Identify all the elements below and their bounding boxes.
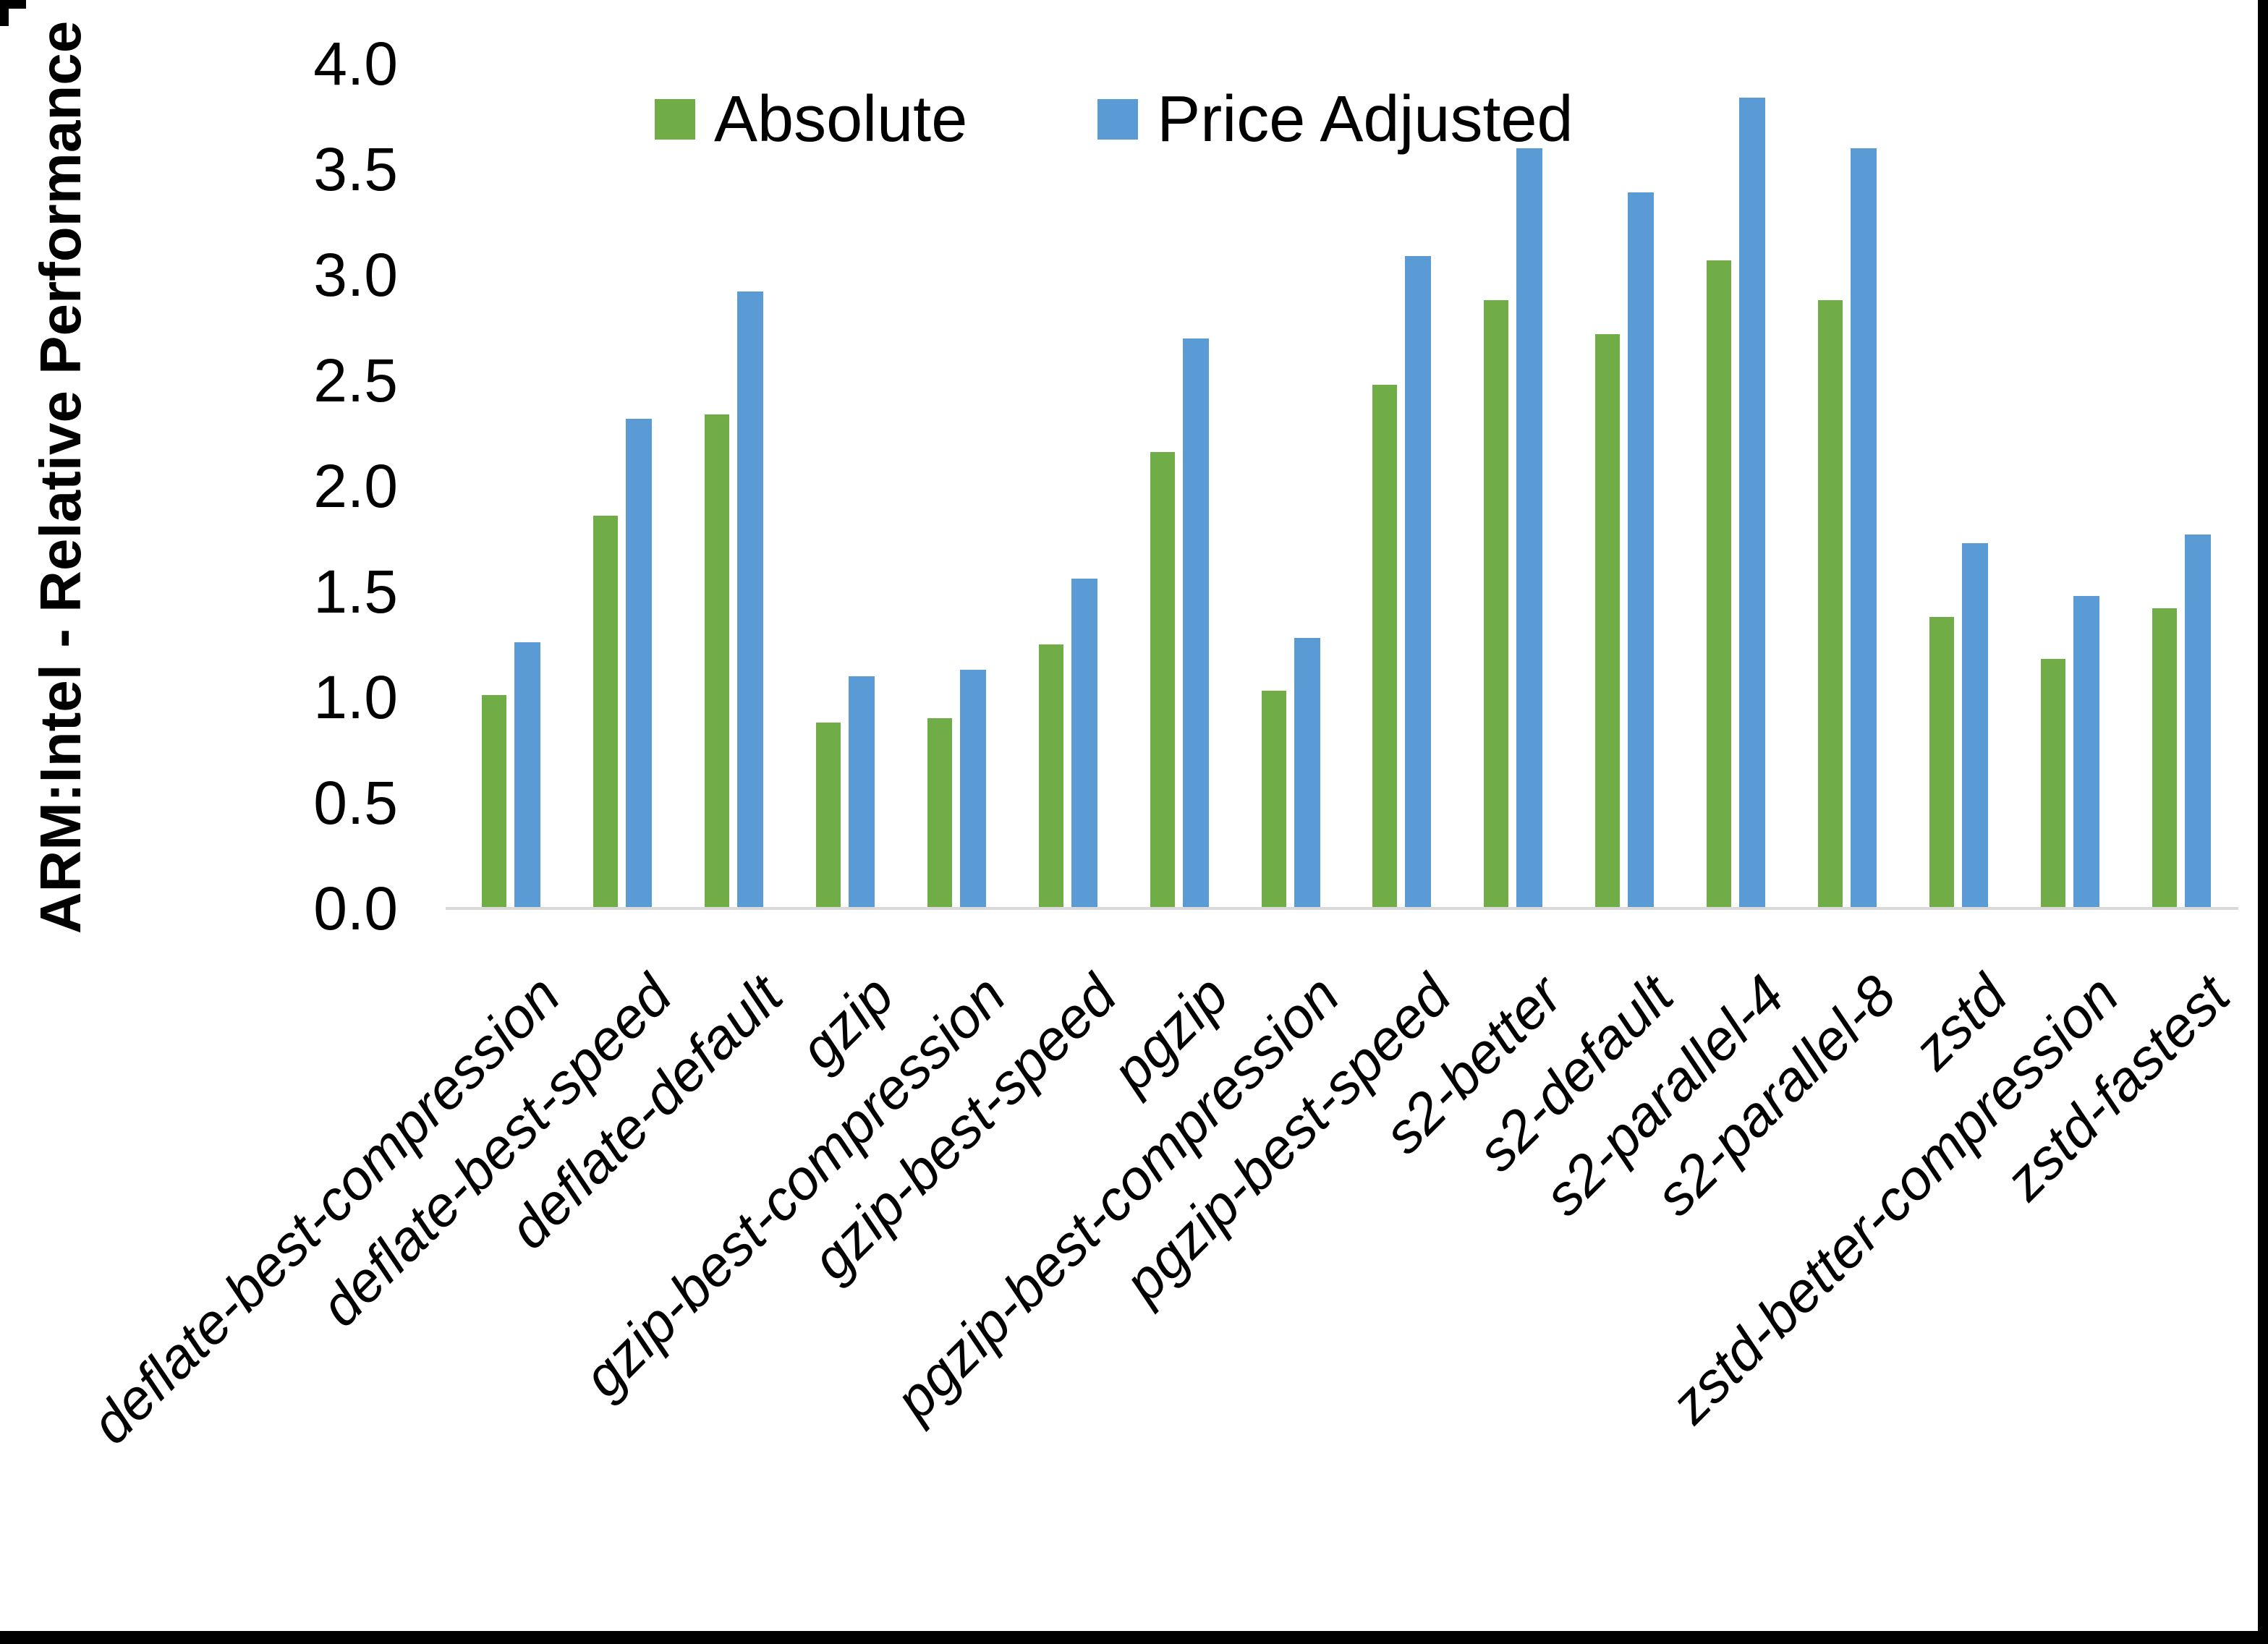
bar-group xyxy=(1458,64,1569,908)
bar-group xyxy=(1346,64,1458,908)
bar-group xyxy=(1012,64,1124,908)
x-category-label: gzip-best-compression xyxy=(571,963,1018,1410)
x-category-label: gzip-best-speed xyxy=(799,963,1129,1292)
bar-group xyxy=(1903,64,2014,908)
legend-swatch-price-adjusted-icon xyxy=(1097,99,1139,140)
bar-group xyxy=(1235,64,1346,908)
bar-price-adjusted xyxy=(2073,595,2099,908)
bar-absolute xyxy=(2152,608,2177,908)
bar-group xyxy=(1124,64,1235,908)
y-tick-label: 3.5 xyxy=(313,135,398,203)
bar-group xyxy=(2125,64,2237,908)
bar-absolute xyxy=(1372,384,1398,908)
x-category-label: pgzip-best-compression xyxy=(883,963,1351,1432)
bar-price-adjusted xyxy=(1294,638,1320,908)
bar-absolute xyxy=(593,515,619,908)
bar-absolute xyxy=(482,695,507,908)
x-category-label: zstd xyxy=(1900,963,2020,1081)
y-tick-label: 0.5 xyxy=(313,769,398,837)
x-category-label: pgzip-best-speed xyxy=(1111,963,1463,1314)
bar-price-adjusted xyxy=(626,418,653,908)
legend-label-price-adjusted: Price Adjusted xyxy=(1157,83,1573,156)
x-category-label: s2-parallel-8 xyxy=(1643,963,1908,1228)
legend-label-absolute: Absolute xyxy=(714,83,968,156)
bar-absolute xyxy=(1707,260,1732,908)
bar-absolute xyxy=(705,414,730,908)
bar-group xyxy=(1569,64,1681,908)
y-axis-tick-labels: 0.0 0.5 1.0 1.5 2.0 2.5 3.0 3.5 4.0 xyxy=(181,0,398,940)
bar-absolute xyxy=(1038,644,1063,908)
x-category-label: zstd-fastest xyxy=(1992,963,2242,1212)
bar-price-adjusted xyxy=(737,291,764,908)
bar-absolute xyxy=(927,718,952,908)
legend-swatch-absolute-icon xyxy=(655,99,695,140)
bar-price-adjusted xyxy=(959,670,986,908)
bar-group xyxy=(901,64,1013,908)
legend-item-absolute: Absolute xyxy=(655,87,967,152)
bar-price-adjusted xyxy=(1516,148,1543,908)
bar-group xyxy=(679,64,790,908)
x-category-label: s2-parallel-4 xyxy=(1532,963,1797,1228)
bar-price-adjusted xyxy=(1961,542,1988,908)
y-tick-label: 1.0 xyxy=(313,663,398,731)
x-category-label: s2-default xyxy=(1464,963,1686,1183)
screenshot-border-right xyxy=(2258,0,2268,1644)
x-category-label: deflate-best-speed xyxy=(307,963,684,1339)
bar-price-adjusted xyxy=(514,642,541,908)
bar-price-adjusted xyxy=(1628,192,1655,908)
plot-area xyxy=(456,64,2237,908)
bar-group xyxy=(1681,64,1792,908)
legend-item-price-adjusted: Price Adjusted xyxy=(1097,87,1573,152)
bar-price-adjusted xyxy=(1739,97,1766,908)
bar-price-adjusted xyxy=(849,676,875,908)
bar-absolute xyxy=(1817,300,1843,908)
x-category-label: pgzip xyxy=(1099,963,1240,1104)
bar-group xyxy=(456,64,567,908)
x-axis-baseline xyxy=(446,907,2238,910)
bar-absolute xyxy=(1150,452,1175,908)
screenshot-corner-top-left-2 xyxy=(0,0,9,26)
x-category-label: deflate-best-compression xyxy=(79,963,572,1456)
y-tick-label: 4.0 xyxy=(313,30,398,98)
bar-price-adjusted xyxy=(2184,534,2211,908)
bar-group xyxy=(2014,64,2125,908)
y-tick-label: 3.0 xyxy=(313,241,398,309)
bar-group xyxy=(1792,64,1903,908)
y-axis-title: ARM:Intel - Relative Performance xyxy=(28,20,93,934)
x-category-label: s2-better xyxy=(1371,963,1574,1166)
bar-price-adjusted xyxy=(1071,579,1097,908)
bar-price-adjusted xyxy=(1182,338,1209,908)
x-category-label: zstd-better-compression xyxy=(1658,963,2131,1436)
bar-price-adjusted xyxy=(1850,148,1877,908)
y-tick-label: 1.5 xyxy=(313,558,398,626)
bar-absolute xyxy=(1929,617,1954,908)
bar-absolute xyxy=(1595,333,1621,908)
screenshot-border-bottom xyxy=(0,1631,2268,1644)
legend: Absolute Price Adjusted xyxy=(655,87,1573,152)
bar-absolute xyxy=(2040,659,2065,908)
bar-absolute xyxy=(1484,300,1509,908)
bar-group xyxy=(567,64,679,908)
bar-absolute xyxy=(1261,691,1286,908)
y-tick-label: 2.0 xyxy=(313,452,398,520)
x-category-label: deflate-default xyxy=(496,963,795,1261)
bar-price-adjusted xyxy=(1405,255,1432,908)
y-tick-label: 2.5 xyxy=(313,346,398,414)
x-category-label: gzip xyxy=(787,963,906,1081)
bar-group xyxy=(790,64,901,908)
bar-absolute xyxy=(816,723,841,908)
y-tick-label: 0.0 xyxy=(313,874,398,942)
